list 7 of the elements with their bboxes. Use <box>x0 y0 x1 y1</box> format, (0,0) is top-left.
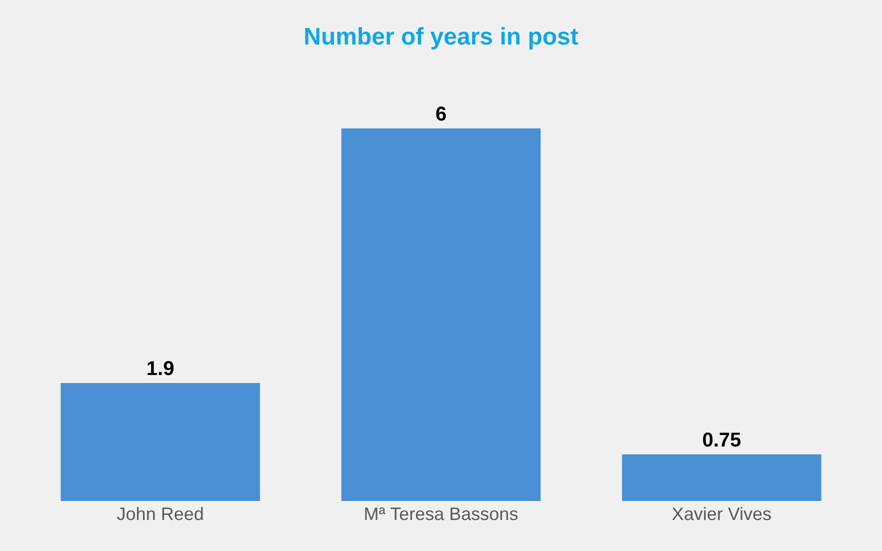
x-tick-label: Xavier Vives <box>672 504 772 524</box>
data-label: 6 <box>435 103 447 126</box>
chart-title: Number of years in post <box>304 23 578 50</box>
data-label: 1.9 <box>146 358 174 380</box>
data-label: 0.75 <box>702 429 742 452</box>
x-tick-label: Mª Teresa Bassons <box>364 504 518 524</box>
x-tick-label: John Reed <box>116 504 204 524</box>
